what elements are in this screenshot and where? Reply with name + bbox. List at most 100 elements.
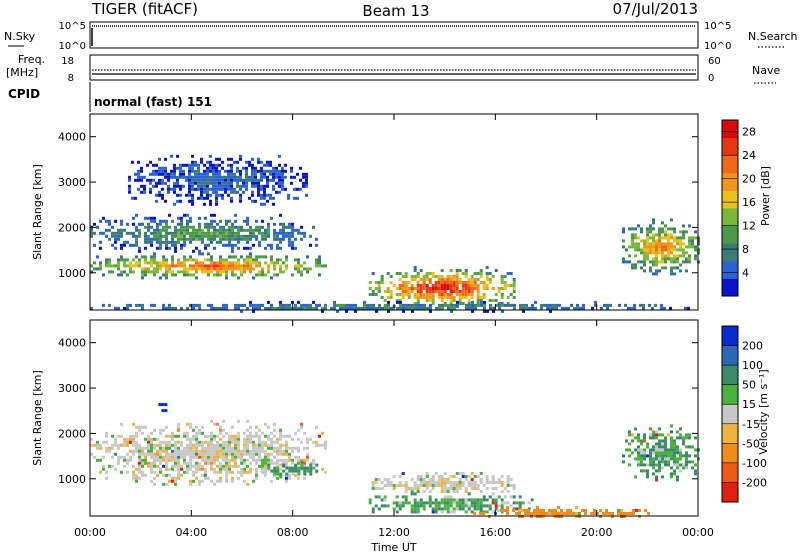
echo-cell — [120, 228, 123, 232]
echo-cell — [395, 272, 399, 275]
echo-cell — [161, 169, 164, 173]
echo-cell — [213, 246, 216, 250]
echo-cell — [186, 267, 189, 271]
echo-cell — [180, 264, 183, 268]
echo-cell — [293, 187, 296, 191]
echo-cell — [228, 237, 231, 241]
echo-cell — [144, 225, 147, 229]
echo-cell — [491, 475, 495, 478]
echo-cell — [512, 290, 516, 293]
echo-cell — [246, 228, 249, 232]
echo-cell — [171, 270, 174, 274]
echo-cell — [652, 451, 655, 455]
echo-cell — [374, 281, 378, 284]
echo-cell — [258, 243, 261, 247]
echo-cell — [179, 166, 182, 170]
echo-cell — [279, 213, 282, 217]
echo-cell — [500, 490, 504, 493]
echo-cell — [494, 481, 498, 484]
echo-cell — [194, 163, 197, 167]
echo-cell — [261, 273, 264, 277]
echo-cell — [479, 272, 483, 275]
echo-cell — [240, 237, 243, 241]
echo-cell — [293, 175, 296, 179]
echo-cell — [676, 430, 679, 434]
echo-cell — [590, 512, 593, 515]
echo-cell — [476, 475, 480, 478]
echo-cell — [458, 507, 462, 511]
echo-cell — [413, 484, 417, 487]
echo-cell — [482, 287, 486, 290]
echo-cell — [206, 187, 209, 191]
echo-cell — [470, 290, 474, 293]
echo-cell — [165, 225, 168, 229]
echo-cell — [201, 231, 204, 235]
echo-cell — [404, 293, 408, 296]
echo-cell — [96, 446, 99, 450]
echo-cell — [177, 446, 180, 450]
echo-cell — [506, 481, 510, 484]
echo-cell — [285, 464, 288, 468]
echo-cell — [206, 172, 209, 176]
echo-cell — [164, 175, 167, 179]
echo-cell — [351, 303, 354, 307]
echo-cell — [129, 434, 132, 438]
echo-cell — [197, 163, 200, 167]
echo-cell — [224, 175, 227, 179]
echo-cell — [658, 454, 661, 458]
echo-cell — [498, 303, 501, 307]
echo-cell — [128, 187, 131, 191]
echo-cell — [667, 245, 670, 249]
echo-cell — [252, 449, 255, 453]
echo-cell — [123, 270, 126, 274]
echo-cell — [158, 193, 161, 197]
echo-cell — [389, 481, 393, 484]
echo-cell — [228, 446, 231, 450]
echo-cell — [128, 178, 131, 182]
echo-cell — [144, 461, 147, 465]
echo-cell — [431, 501, 435, 505]
echo-cell — [111, 264, 114, 268]
echo-cell — [255, 446, 258, 450]
echo-cell — [206, 184, 209, 188]
echo-cell — [255, 470, 258, 474]
echo-cell — [237, 246, 240, 250]
echo-cell — [309, 472, 313, 476]
echo-cell — [637, 248, 640, 252]
echo-cell — [285, 434, 288, 438]
echo-cell — [198, 264, 201, 268]
echo-cell — [655, 448, 658, 452]
echo-cell — [143, 187, 146, 191]
echo-cell — [270, 306, 273, 310]
echo-cell — [339, 306, 342, 310]
echo-cell — [237, 437, 240, 441]
echo-cell — [147, 270, 150, 274]
echo-cell — [634, 263, 637, 267]
echo-cell — [417, 306, 420, 310]
echo-cell — [464, 487, 468, 490]
echo-cell — [272, 169, 275, 173]
echo-cell — [476, 501, 480, 505]
echo-cell — [631, 242, 634, 246]
echo-cell — [176, 175, 179, 179]
echo-cell — [138, 464, 141, 468]
echo-cell — [225, 446, 228, 450]
echo-cell — [679, 451, 682, 455]
echo-cell — [162, 446, 165, 450]
echo-cell — [622, 227, 625, 231]
echo-cell — [473, 481, 477, 484]
echo-cell — [443, 481, 447, 484]
echo-cell — [306, 466, 310, 470]
echo-cell — [161, 166, 164, 170]
echo-cell — [661, 266, 664, 270]
echo-cell — [189, 273, 192, 277]
echo-cell — [120, 219, 123, 223]
echo-cell — [237, 261, 240, 265]
echo-cell — [682, 454, 685, 458]
echo-cell — [108, 219, 111, 223]
echo-cell — [276, 440, 279, 444]
echo-cell — [221, 181, 224, 185]
echo-cell — [260, 166, 263, 170]
echo-cell — [485, 272, 489, 275]
echo-cell — [225, 264, 228, 268]
